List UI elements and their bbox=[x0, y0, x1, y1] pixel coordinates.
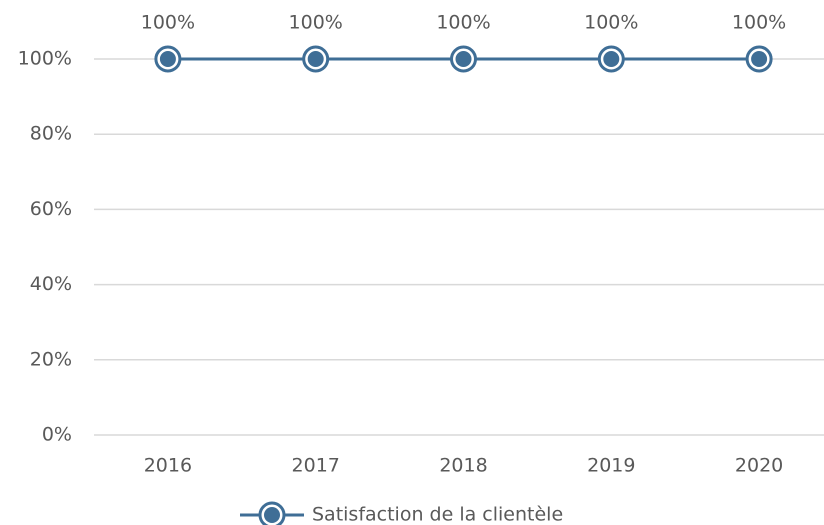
y-tick-label: 60% bbox=[30, 198, 72, 220]
legend-marker-core bbox=[264, 507, 280, 523]
y-tick-label: 100% bbox=[18, 48, 72, 70]
data-label: 100% bbox=[289, 12, 343, 34]
x-tick-label: 2019 bbox=[587, 455, 635, 477]
y-tick-label: 0% bbox=[42, 424, 72, 446]
y-tick-label: 80% bbox=[30, 123, 72, 145]
legend-label: Satisfaction de la clientèle bbox=[312, 504, 563, 525]
data-label: 100% bbox=[732, 12, 786, 34]
y-tick-label: 20% bbox=[30, 348, 72, 370]
x-tick-label: 2017 bbox=[292, 455, 340, 477]
data-label: 100% bbox=[436, 12, 490, 34]
y-tick-label: 40% bbox=[30, 273, 72, 295]
data-point-core bbox=[603, 51, 620, 67]
data-point-core bbox=[159, 51, 176, 67]
data-label: 100% bbox=[584, 12, 638, 34]
x-tick-label: 2020 bbox=[735, 455, 783, 477]
data-point-core bbox=[455, 51, 472, 67]
data-label: 100% bbox=[141, 12, 195, 34]
data-point-core bbox=[751, 51, 768, 67]
x-tick-label: 2018 bbox=[439, 455, 487, 477]
x-tick-label: 2016 bbox=[144, 455, 192, 477]
data-point-core bbox=[307, 51, 324, 67]
